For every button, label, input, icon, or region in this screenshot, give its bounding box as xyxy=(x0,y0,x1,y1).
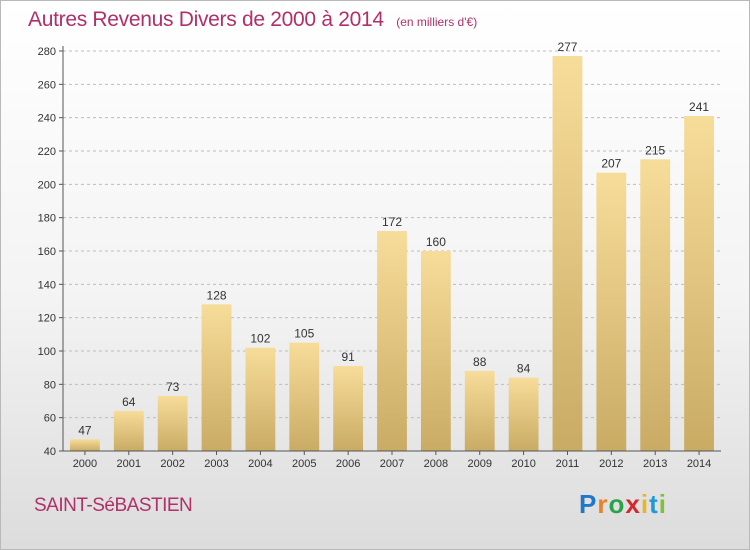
x-tick-label: 2004 xyxy=(248,458,272,470)
data-label: 88 xyxy=(473,355,487,369)
bar xyxy=(552,56,583,451)
location-label: SAINT-SéBASTIEN xyxy=(34,495,193,516)
x-tick-label: 2003 xyxy=(204,458,228,470)
bar xyxy=(464,371,495,451)
bar xyxy=(333,366,364,451)
x-tick-label: 2013 xyxy=(643,458,667,470)
y-tick-label: 60 xyxy=(44,413,56,425)
x-tick-label: 2000 xyxy=(73,458,97,470)
bar xyxy=(640,159,671,452)
data-label: 64 xyxy=(122,395,136,409)
bar xyxy=(201,304,232,451)
y-tick-label: 260 xyxy=(38,79,56,91)
x-tick-label: 2005 xyxy=(292,458,316,470)
data-label: 84 xyxy=(517,362,531,376)
logo-letter: x xyxy=(625,489,641,519)
proxiti-logo[interactable]: Proxiti xyxy=(579,489,667,520)
x-tick-label: 2010 xyxy=(511,458,535,470)
x-tick-label: 2008 xyxy=(424,458,448,470)
y-tick-label: 220 xyxy=(38,146,56,158)
y-tick-label: 160 xyxy=(38,246,56,258)
logo-letter: r xyxy=(597,489,609,519)
data-label: 105 xyxy=(294,327,314,341)
data-label: 160 xyxy=(426,235,446,249)
data-label: 277 xyxy=(557,40,577,54)
y-tick-label: 180 xyxy=(38,213,56,225)
y-tick-label: 120 xyxy=(38,313,56,325)
y-tick-label: 200 xyxy=(38,179,56,191)
title-block: Autres Revenus Divers de 2000 à 2014 (en… xyxy=(28,8,477,32)
x-tick-label: 2002 xyxy=(160,458,184,470)
x-tick-label: 2006 xyxy=(336,458,360,470)
y-tick-label: 80 xyxy=(44,379,56,391)
data-label: 73 xyxy=(166,380,180,394)
data-label: 128 xyxy=(207,288,227,302)
x-tick-label: 2014 xyxy=(687,458,711,470)
logo-letter: P xyxy=(579,489,598,519)
bar xyxy=(245,347,276,451)
data-label: 47 xyxy=(78,423,92,437)
y-tick-label: 140 xyxy=(38,279,56,291)
data-label: 207 xyxy=(601,157,621,171)
logo-letter: i xyxy=(658,489,667,519)
logo-letter: o xyxy=(608,489,626,519)
x-tick-label: 2001 xyxy=(117,458,141,470)
logo-letter: i xyxy=(640,489,650,519)
data-label: 102 xyxy=(250,332,270,346)
data-label: 215 xyxy=(645,143,665,157)
x-tick-label: 2012 xyxy=(599,458,623,470)
y-tick-label: 100 xyxy=(38,346,56,358)
data-label: 172 xyxy=(382,215,402,229)
y-tick-label: 280 xyxy=(38,46,56,58)
bar xyxy=(113,411,144,451)
bar xyxy=(377,231,407,451)
y-tick-label: 240 xyxy=(38,113,56,125)
data-label: 91 xyxy=(341,350,355,364)
y-tick-label: 40 xyxy=(44,446,56,458)
bar xyxy=(157,396,188,451)
chart-title: Autres Revenus Divers de 2000 à 2014 xyxy=(28,8,384,31)
logo-letter: t xyxy=(649,489,659,519)
bar xyxy=(508,377,539,451)
bar xyxy=(684,116,714,451)
x-tick-label: 2007 xyxy=(380,458,404,470)
bar xyxy=(596,172,627,451)
bar xyxy=(70,439,100,451)
bar xyxy=(420,251,451,451)
x-tick-label: 2011 xyxy=(556,458,580,470)
bar xyxy=(289,342,320,451)
data-label: 241 xyxy=(689,100,709,114)
chart-subtitle: (en milliers d'€) xyxy=(396,15,478,29)
x-tick-label: 2009 xyxy=(467,458,491,470)
